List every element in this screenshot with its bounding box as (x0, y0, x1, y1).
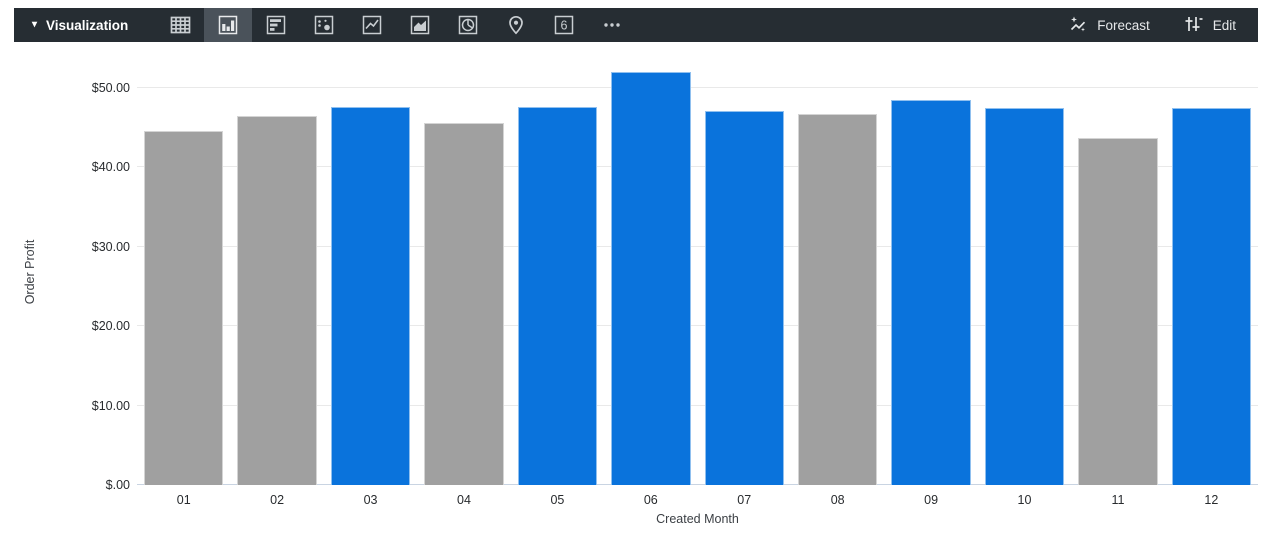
bar-slot (511, 60, 604, 485)
svg-text:6: 6 (561, 19, 568, 33)
bar-slot (604, 60, 697, 485)
pie-chart-icon (457, 14, 479, 36)
x-tick-label: 06 (643, 493, 658, 507)
chart-type-picker: 6 (156, 8, 636, 42)
x-tick-label: 03 (363, 493, 378, 507)
chart-type-area-button[interactable] (396, 8, 444, 42)
x-tick-label: 04 (457, 493, 471, 507)
y-axis-labels: $.00 $10.00 $20.00 $30.00 $40.00 $50.00 (40, 60, 130, 492)
chart-type-table-button[interactable] (156, 8, 204, 42)
bar-slot (978, 60, 1071, 485)
scatter-plot-icon (313, 14, 335, 36)
chart-type-map-button[interactable] (492, 8, 540, 42)
y-tick-label: $20.00 (91, 319, 130, 334)
x-axis-labels: 01 02 03 04 05 06 07 08 09 10 11 12 (137, 493, 1258, 507)
bar-06[interactable] (611, 71, 691, 485)
bar-01[interactable] (144, 130, 224, 485)
gridline (137, 325, 1258, 327)
bars-container (137, 60, 1258, 485)
map-pin-icon (505, 14, 527, 36)
gridline (137, 404, 1258, 406)
x-tick-label: 01 (176, 493, 191, 507)
visualization-expander[interactable]: ▾ Visualization (14, 18, 128, 33)
edit-sliders-icon (1184, 14, 1204, 37)
chart-type-column-button[interactable] (204, 8, 253, 42)
bar-slot (1071, 60, 1164, 485)
x-tick-label: 08 (830, 493, 845, 507)
x-tick-label: 02 (270, 493, 285, 507)
bar-11[interactable] (1078, 137, 1158, 485)
bar-slot (230, 60, 323, 485)
plot-area (137, 60, 1258, 485)
bar-08[interactable] (797, 114, 878, 485)
chevron-down-icon: ▾ (32, 19, 38, 30)
y-tick-label: $.00 (105, 478, 130, 492)
bar-05[interactable] (517, 106, 598, 485)
single-value-icon: 6 (553, 14, 575, 36)
bar-03[interactable] (330, 106, 411, 485)
bar-slot (137, 60, 230, 485)
y-tick-label: $10.00 (91, 398, 130, 413)
table-icon (169, 14, 192, 36)
y-axis-title: Order Profit (23, 239, 37, 305)
y-tick-label: $40.00 (91, 160, 130, 175)
chart-type-line-button[interactable] (348, 8, 396, 42)
visualization-label: Visualization (46, 17, 129, 33)
forecast-button[interactable]: Forecast (1068, 14, 1150, 37)
x-tick-label: 12 (1204, 493, 1219, 507)
chart-type-bar-button[interactable] (252, 8, 300, 42)
y-tick-label: $30.00 (91, 239, 130, 254)
bar-09[interactable] (891, 99, 971, 485)
x-tick-label: 05 (550, 493, 565, 507)
gridline (137, 86, 1258, 88)
x-axis-title: Created Month (656, 512, 739, 526)
line-chart-icon (361, 14, 383, 36)
forecast-label: Forecast (1097, 17, 1150, 33)
bar-04[interactable] (424, 122, 504, 485)
area-chart-icon (409, 14, 431, 36)
bar-10[interactable] (984, 108, 1065, 485)
edit-label: Edit (1212, 17, 1236, 33)
chart-type-single-value-button[interactable]: 6 (540, 8, 588, 42)
bar-12[interactable] (1171, 108, 1252, 485)
bar-slot (884, 60, 977, 485)
bar-07[interactable] (704, 110, 784, 485)
gridline (137, 245, 1258, 247)
gridline (137, 484, 1258, 485)
ellipsis-icon (601, 14, 623, 36)
bar-slot (698, 60, 791, 485)
edit-button[interactable]: Edit (1184, 14, 1236, 37)
gridline (137, 166, 1258, 168)
bar-02[interactable] (237, 116, 317, 485)
chart-type-scatter-button[interactable] (300, 8, 348, 42)
chart-type-more-button[interactable] (588, 8, 636, 42)
bar-slot (791, 60, 884, 485)
x-tick-label: 09 (924, 493, 939, 507)
chart-type-pie-button[interactable] (444, 8, 492, 42)
x-tick-label: 07 (737, 493, 752, 507)
bar-chart-icon (265, 14, 287, 36)
toolbar-actions: Forecast Edit (1068, 14, 1258, 37)
visualization-toolbar: ▾ Visualization (14, 8, 1258, 42)
bar-slot (1165, 60, 1258, 485)
y-tick-label: $50.00 (91, 80, 130, 95)
forecast-sparkle-icon (1068, 14, 1088, 37)
x-tick-label: 11 (1111, 493, 1125, 507)
x-tick-label: 10 (1017, 493, 1032, 507)
bar-slot (324, 60, 417, 485)
bar-slot (417, 60, 510, 485)
column-chart-icon (217, 14, 239, 36)
